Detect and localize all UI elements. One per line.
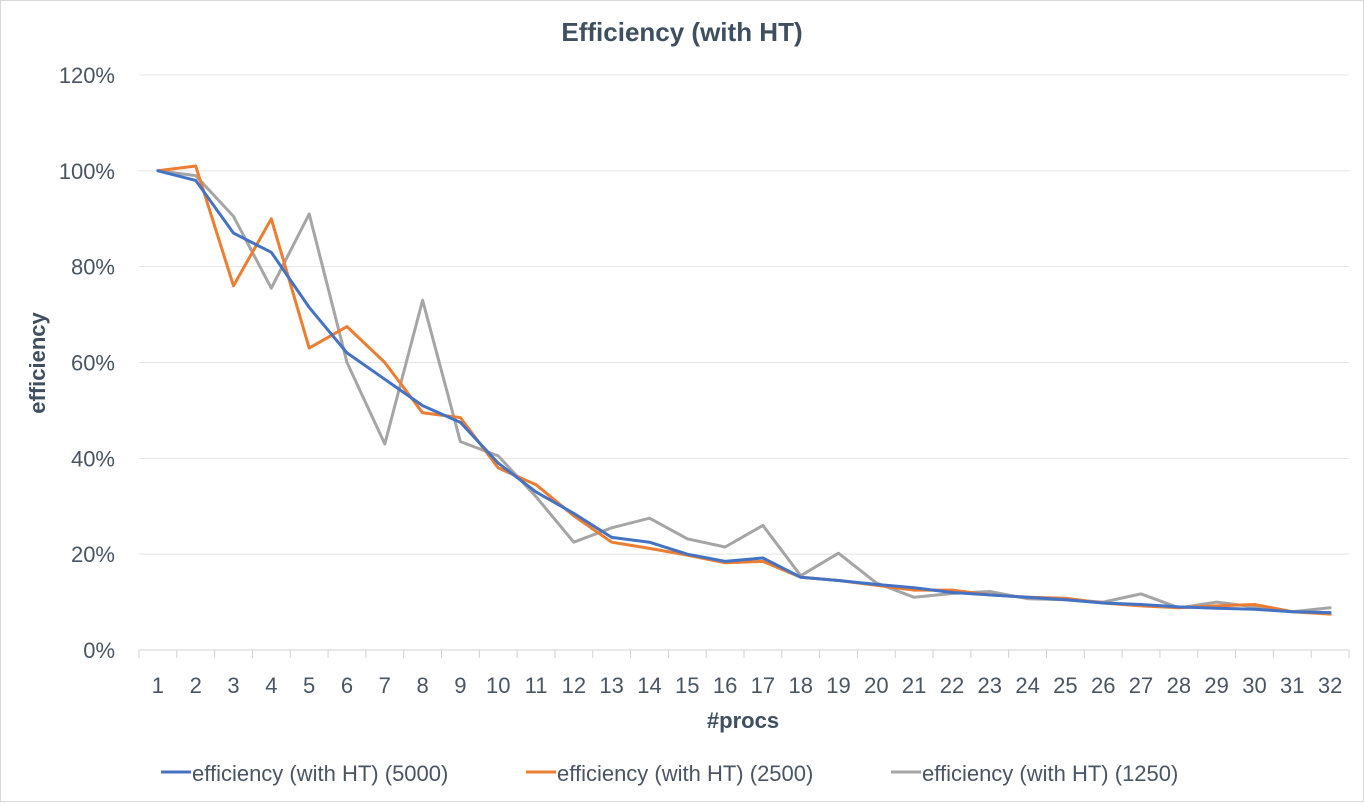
x-tick-label: 21: [902, 673, 926, 698]
chart-title: Efficiency (with HT): [561, 17, 802, 47]
x-tick-label: 16: [713, 673, 737, 698]
x-tick-label: 22: [940, 673, 964, 698]
x-tick-label: 4: [265, 673, 277, 698]
series-line-1: [156, 164, 1332, 616]
x-tick-label: 24: [1015, 673, 1039, 698]
x-tick-label: 32: [1318, 673, 1342, 698]
x-tick-label: 9: [454, 673, 466, 698]
legend-item: efficiency (with HT) (1250): [891, 761, 1178, 786]
x-tick-label: 1: [152, 673, 164, 698]
x-tick-label: 19: [826, 673, 850, 698]
legend-item: efficiency (with HT) (5000): [161, 761, 448, 786]
x-tick-label: 28: [1167, 673, 1191, 698]
x-tick-label: 14: [637, 673, 661, 698]
x-tick-label: 27: [1129, 673, 1153, 698]
y-axis-title: efficiency: [25, 311, 50, 413]
y-tick-label: 100%: [59, 159, 115, 184]
series-line-0: [156, 169, 1332, 615]
x-tick-label: 2: [190, 673, 202, 698]
y-tick-label: 0%: [83, 638, 115, 663]
y-tick-label: 40%: [71, 446, 115, 471]
x-tick-label: 17: [751, 673, 775, 698]
x-tick-label: 10: [486, 673, 510, 698]
x-tick-label: 26: [1091, 673, 1115, 698]
x-tick-label: 23: [978, 673, 1002, 698]
x-tick-label: 25: [1053, 673, 1077, 698]
x-tick-label: 11: [525, 673, 548, 698]
gridlines: [139, 74, 1349, 651]
x-tick-label: 13: [599, 673, 623, 698]
x-tick-label: 6: [341, 673, 353, 698]
y-tick-label: 60%: [71, 351, 115, 376]
x-axis-title: #procs: [707, 708, 779, 733]
x-tick-label: 5: [303, 673, 315, 698]
legend-label: efficiency (with HT) (2500): [557, 761, 813, 786]
x-tick-label: 29: [1204, 673, 1228, 698]
x-tick-label: 7: [379, 673, 391, 698]
y-tick-label: 120%: [59, 63, 115, 88]
series-line-2: [156, 169, 1332, 614]
x-tick-label: 18: [788, 673, 812, 698]
x-tick-label: 31: [1280, 673, 1304, 698]
y-tick-label: 80%: [71, 255, 115, 280]
series-lines: [156, 164, 1332, 616]
x-tick-label: 20: [864, 673, 888, 698]
legend-label: efficiency (with HT) (1250): [922, 761, 1178, 786]
x-axis-ticks: 1 2 3 4 5 6 7 8 9 10 11 12 13 14 15 16 17 18 19 20 21 22 23 24 2…: [138, 650, 1350, 698]
legend-label: efficiency (with HT) (5000): [192, 761, 448, 786]
x-tick-label: 15: [675, 673, 699, 698]
x-tick-label: 30: [1242, 673, 1266, 698]
legend-item: efficiency (with HT) (2500): [526, 761, 813, 786]
y-axis-ticks: 0% 20% 40% 60% 80% 100% 120%: [59, 63, 115, 663]
y-tick-label: 20%: [71, 542, 115, 567]
x-tick-label: 8: [416, 673, 428, 698]
legend: efficiency (with HT) (5000) efficiency (w…: [161, 761, 1178, 786]
x-tick-label: 12: [562, 673, 586, 698]
x-tick-label: 3: [227, 673, 239, 698]
